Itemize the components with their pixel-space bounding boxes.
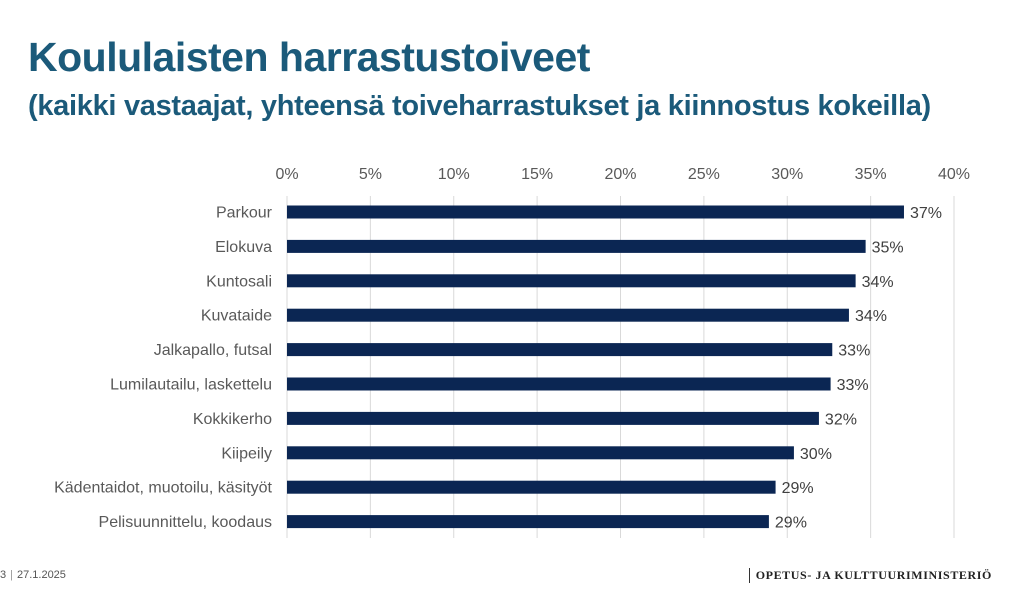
page-number: 3 <box>0 569 7 581</box>
x-tick-label: 15% <box>521 166 553 183</box>
data-label: 29% <box>782 480 814 497</box>
category-label: Elokuva <box>215 239 272 256</box>
x-tick-label: 40% <box>938 166 970 183</box>
x-tick-label: 25% <box>688 166 720 183</box>
ministry-logo-text: OPETUS- JA KULTTUURIMINISTERIÖ <box>748 568 992 583</box>
page-title: Koululaisten harrastustoiveet <box>28 34 590 80</box>
category-label: Kuntosali <box>206 273 272 290</box>
x-tick-label: 35% <box>855 166 887 183</box>
x-tick-label: 20% <box>604 166 636 183</box>
data-label: 34% <box>862 274 894 291</box>
bar <box>287 274 856 288</box>
footer-left: 3 | 27.1.2025 <box>0 569 66 581</box>
bar <box>287 377 831 391</box>
category-label: Kiipeily <box>221 445 272 462</box>
footer-date: 27.1.2025 <box>16 569 66 581</box>
bar <box>287 446 794 460</box>
page-subtitle: (kaikki vastaajat, yhteensä toiveharrast… <box>28 90 931 122</box>
bar-chart: 0% 5% 10% 15% 20% 25% 30% 35% 40% Parkour 37% Eloku… <box>54 166 970 538</box>
data-label: 33% <box>837 377 869 394</box>
category-label: Kuvataide <box>201 308 272 325</box>
bar <box>287 308 849 322</box>
category-label: Lumilautailu, laskettelu <box>110 377 272 394</box>
category-label: Parkour <box>216 205 273 222</box>
x-tick-label: 5% <box>359 166 382 183</box>
bar <box>287 205 904 219</box>
bar <box>287 411 819 425</box>
category-label: Kokkikerho <box>193 411 272 428</box>
x-tick-label: 0% <box>275 166 298 183</box>
bar <box>287 239 866 253</box>
bar <box>287 515 769 529</box>
x-tick-label: 10% <box>438 166 470 183</box>
data-label: 33% <box>838 343 870 360</box>
data-label: 32% <box>825 411 857 428</box>
data-label: 29% <box>775 515 807 532</box>
x-tick-label: 30% <box>771 166 803 183</box>
bar <box>287 480 776 494</box>
data-label: 34% <box>855 308 887 325</box>
data-label: 30% <box>800 446 832 463</box>
data-label: 37% <box>910 205 942 222</box>
category-label: Kädentaidot, muotoilu, käsityöt <box>54 480 272 497</box>
category-label: Pelisuunnittelu, koodaus <box>99 514 272 531</box>
data-label: 35% <box>872 239 904 256</box>
bar <box>287 343 833 357</box>
category-label: Jalkapallo, futsal <box>154 342 272 359</box>
